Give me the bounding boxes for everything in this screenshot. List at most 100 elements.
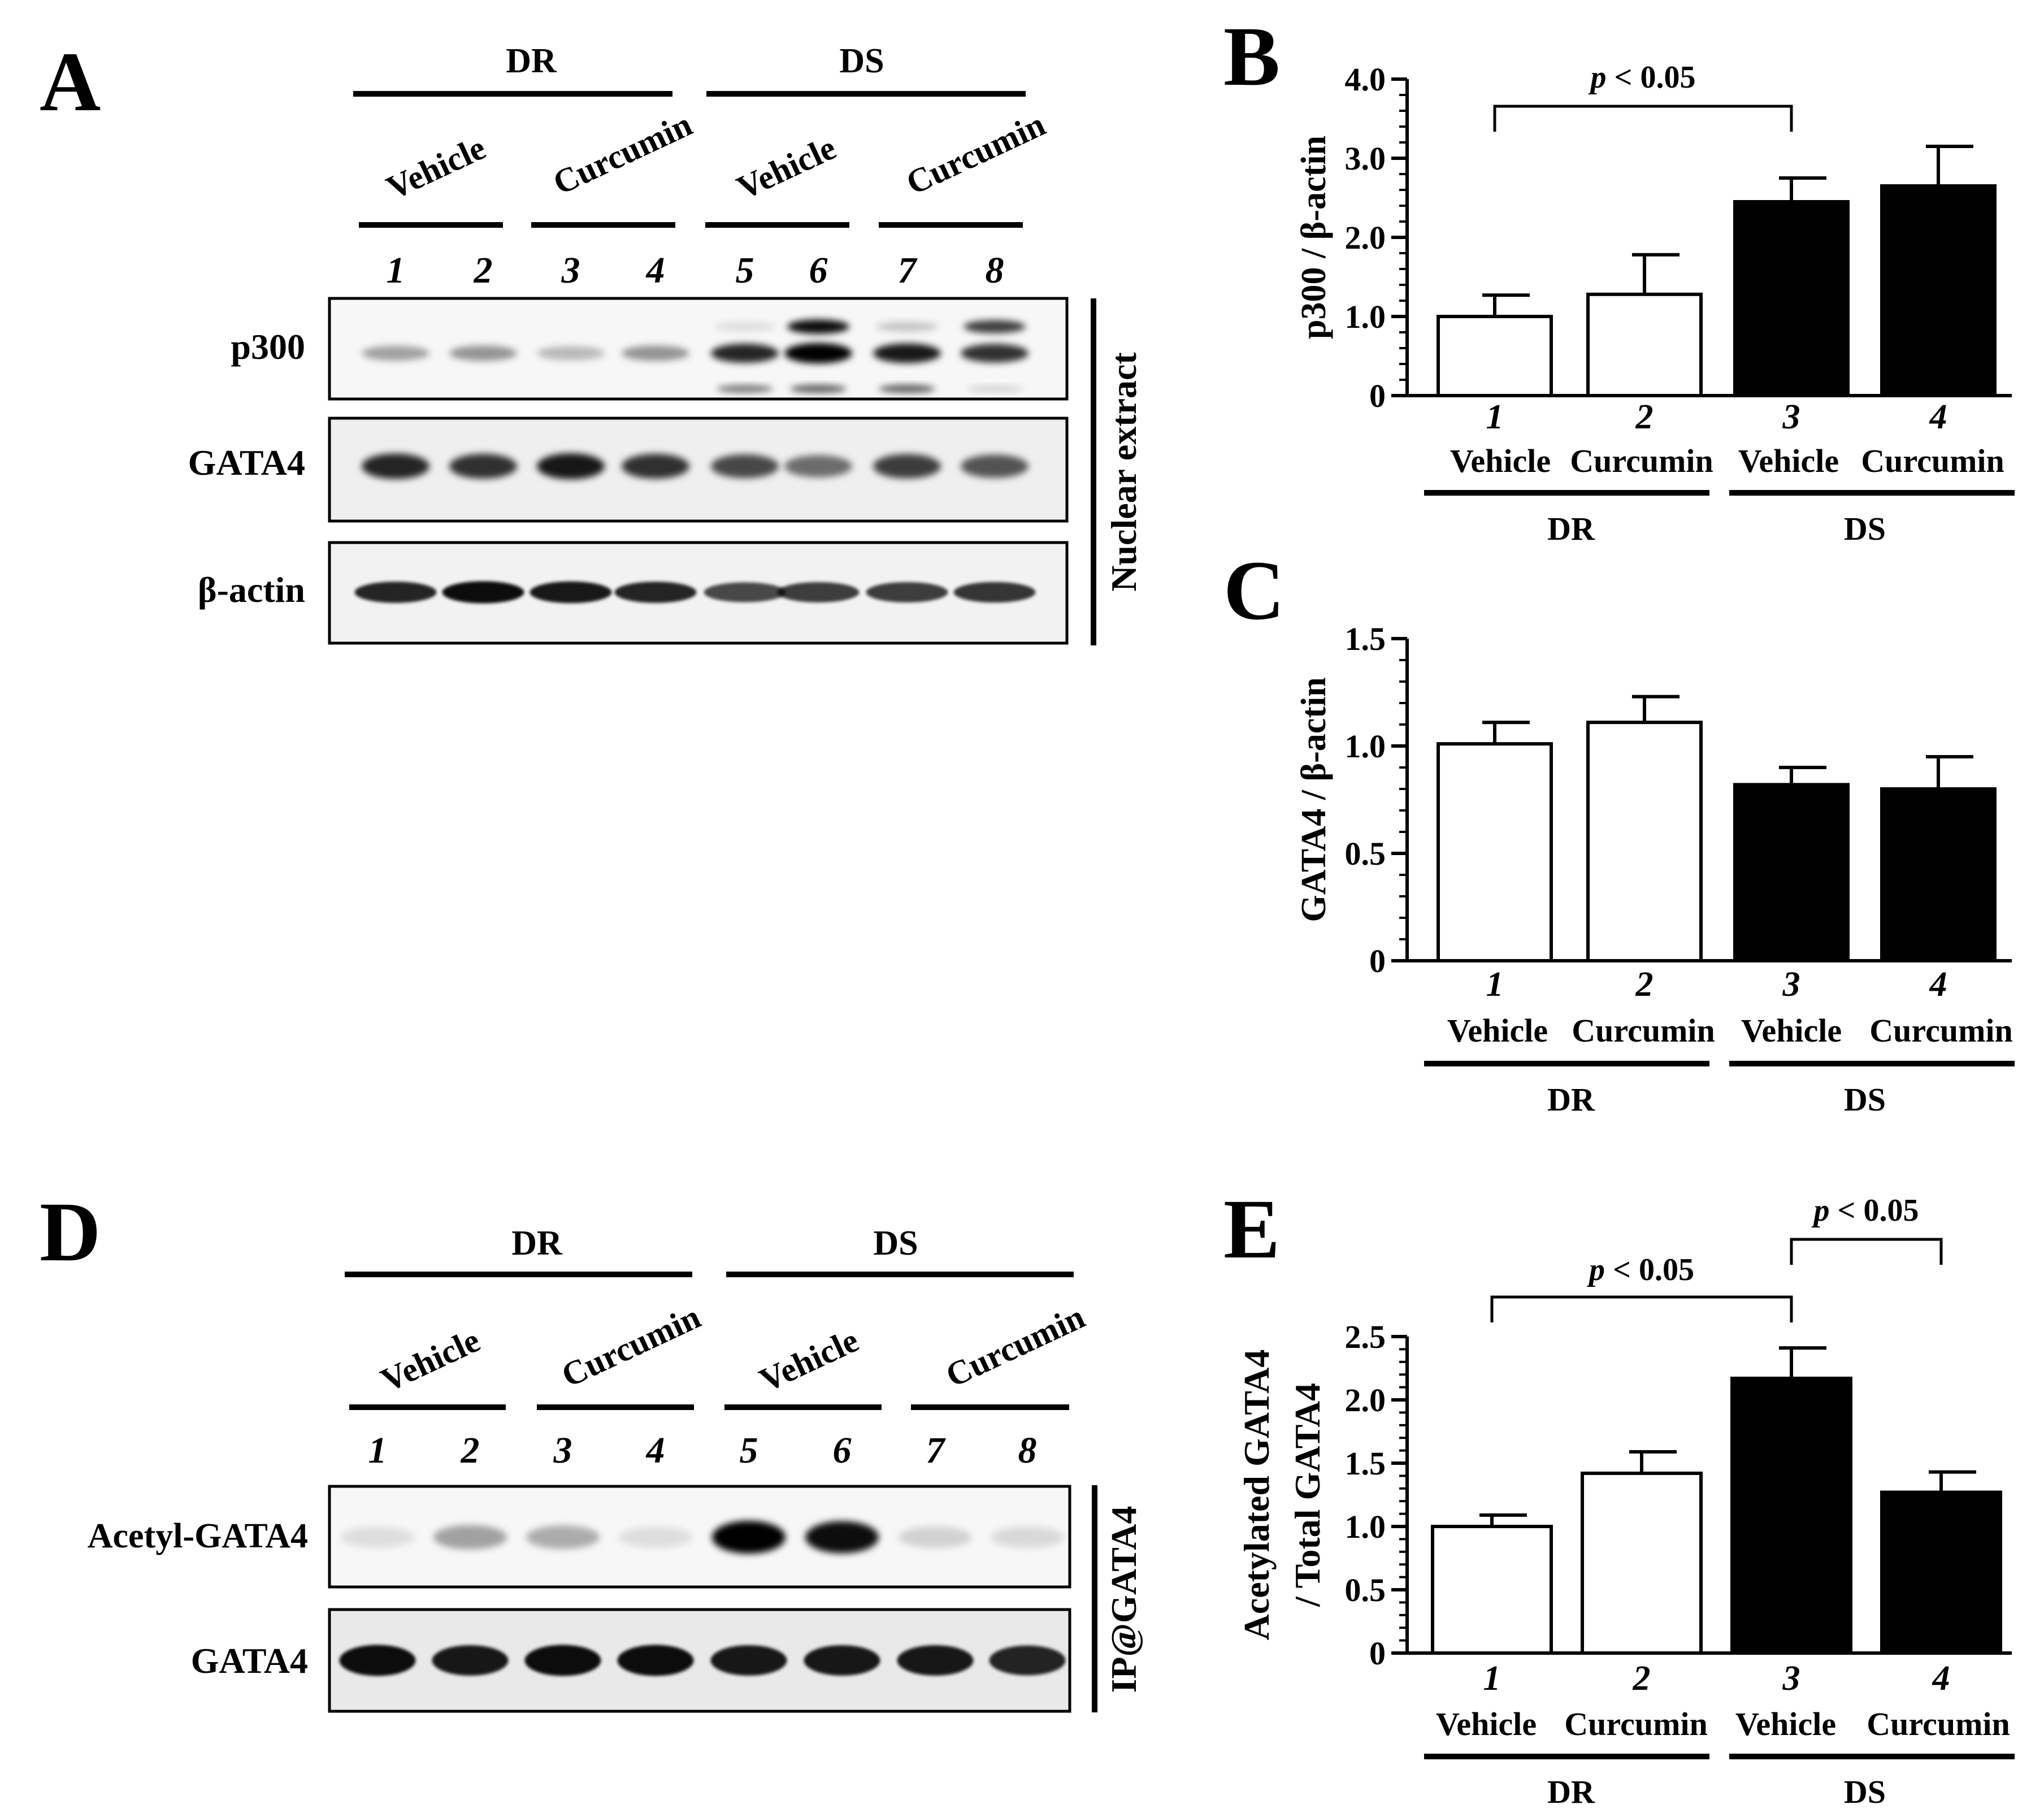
group-label: DS — [1844, 510, 1886, 547]
group-label: DS — [1844, 1081, 1886, 1118]
bar — [1733, 783, 1850, 963]
category-label: 4 — [1932, 1659, 1950, 1698]
blot-band — [804, 1645, 880, 1676]
blot-bands-acetyl-gata4 — [341, 1521, 1064, 1554]
significance-bracket — [1490, 1295, 1793, 1322]
blot-band — [866, 582, 948, 602]
y-tick-label: 3.0 — [1345, 140, 1386, 177]
category-label: 2 — [1635, 398, 1654, 436]
y-tick-label: 1.5 — [1345, 621, 1386, 657]
bar — [1431, 1525, 1553, 1655]
blot-band — [449, 453, 517, 479]
lane-number: 8 — [1018, 1430, 1037, 1471]
blot-band — [711, 454, 779, 479]
treatment-label: Vehicle — [1741, 1012, 1842, 1049]
bar — [1880, 787, 1997, 962]
blot-band — [899, 1526, 972, 1549]
panel-letter-a: A — [40, 35, 101, 129]
blot-band — [790, 384, 847, 393]
lane-number: 5 — [736, 250, 754, 291]
blot-band — [787, 319, 849, 334]
bar — [1880, 184, 1997, 397]
category-label: 3 — [1782, 398, 1800, 436]
y-tick-label: 2.0 — [1345, 1382, 1386, 1419]
treatment-label: Curcumin — [1869, 1012, 2013, 1049]
category-label: 3 — [1782, 965, 1800, 1004]
blot-band — [362, 453, 429, 479]
bar — [1586, 292, 1703, 397]
group-label-dr: DR — [506, 42, 557, 80]
blot-band — [805, 1521, 879, 1554]
blot-band — [714, 322, 776, 332]
blot-band — [711, 344, 779, 363]
blot-band — [989, 1645, 1066, 1676]
treatment-label: Vehicle — [731, 129, 841, 207]
lane-number: 2 — [474, 250, 493, 291]
treatment-label: Vehicle — [1436, 1706, 1537, 1742]
blot-band — [362, 345, 429, 361]
y-tick-label: 1.0 — [1345, 728, 1386, 765]
y-tick-label: 1.5 — [1345, 1445, 1386, 1482]
treatment-label: Vehicle — [1735, 1706, 1836, 1742]
significance-label: p < 0.05 — [1589, 60, 1696, 95]
blot-band — [530, 581, 612, 604]
lane-number: 4 — [645, 250, 665, 291]
y-tick-label: 1.0 — [1345, 298, 1386, 335]
lane-number: 8 — [986, 250, 1004, 291]
blot-band — [442, 581, 524, 604]
blot-band — [784, 455, 852, 478]
blot-band — [341, 1526, 414, 1548]
y-axis-label: GATA4 / β-actin — [1295, 677, 1333, 922]
blot-label-beta-actin: β-actin — [198, 570, 305, 610]
group-label: DR — [1547, 510, 1595, 547]
blot-band — [991, 1526, 1064, 1548]
blot-band — [622, 453, 689, 479]
blot-band — [622, 345, 689, 361]
blot-band — [873, 343, 941, 363]
blot-band — [966, 385, 1023, 392]
treatment-label: Curcumin — [1572, 1012, 1715, 1049]
panel-letter-d: D — [40, 1185, 101, 1279]
lane-number: 3 — [553, 1430, 572, 1471]
blot-label-gata4: GATA4 — [191, 1641, 308, 1681]
bar — [1880, 1490, 2002, 1655]
y-axis-label: Acetylated GATA4 — [1236, 1350, 1277, 1641]
blot-band — [710, 1645, 787, 1676]
side-label-nuclear-extract: Nuclear extract — [1104, 352, 1144, 592]
panel-d: D DR DS Vehicle Curcumin Vehicle Curcumi… — [40, 1185, 1144, 1713]
significance-bracket — [1790, 1238, 1943, 1265]
lane-number: 1 — [368, 1430, 387, 1471]
y-tick-label: 0 — [1369, 378, 1386, 414]
lane-number: 7 — [898, 250, 918, 291]
treatment-label: Curcumin — [548, 106, 698, 202]
y-tick-label: 0.5 — [1345, 1572, 1386, 1608]
bar — [1586, 721, 1703, 962]
blot-band — [897, 1645, 974, 1676]
chart-b: B 0 1.0 2.0 3.0 4.0 p300 / β-actin 1 Vehicle 2 Cu… — [1223, 10, 2015, 547]
blot-label-p300: p300 — [231, 327, 305, 367]
group-label-ds: DS — [839, 42, 884, 80]
blot-band — [712, 1521, 786, 1554]
y-tick-label: 0 — [1369, 1635, 1386, 1672]
blot-band — [432, 1645, 509, 1676]
treatment-label: Curcumin — [901, 106, 1051, 202]
blot-bands-p300 — [362, 319, 1028, 393]
blot-p300 — [328, 297, 1069, 401]
treatment-label: Curcumin — [1564, 1706, 1708, 1742]
group-label: DR — [1547, 1081, 1595, 1118]
category-label: 4 — [1929, 398, 1947, 436]
blot-band — [961, 454, 1028, 478]
lane-numbers: 1 2 3 4 5 6 7 8 — [387, 250, 1004, 291]
panel-letter-c: C — [1223, 544, 1284, 637]
blot-band — [339, 1645, 416, 1676]
treatment-label: Curcumin — [556, 1298, 706, 1395]
treatment-label: Vehicle — [1447, 1012, 1548, 1049]
category-label: 4 — [1929, 965, 1947, 1004]
lane-number: 6 — [809, 250, 828, 291]
blot-bands-gata4 — [339, 1645, 1066, 1676]
treatment-label: Vehicle — [381, 129, 491, 207]
panel-a: A DR DS Vehicle Curcumin Vehicle Curcumi… — [40, 35, 1144, 645]
group-label: DR — [1547, 1773, 1595, 1810]
lane-number: 5 — [740, 1430, 758, 1471]
blot-band — [449, 345, 517, 361]
